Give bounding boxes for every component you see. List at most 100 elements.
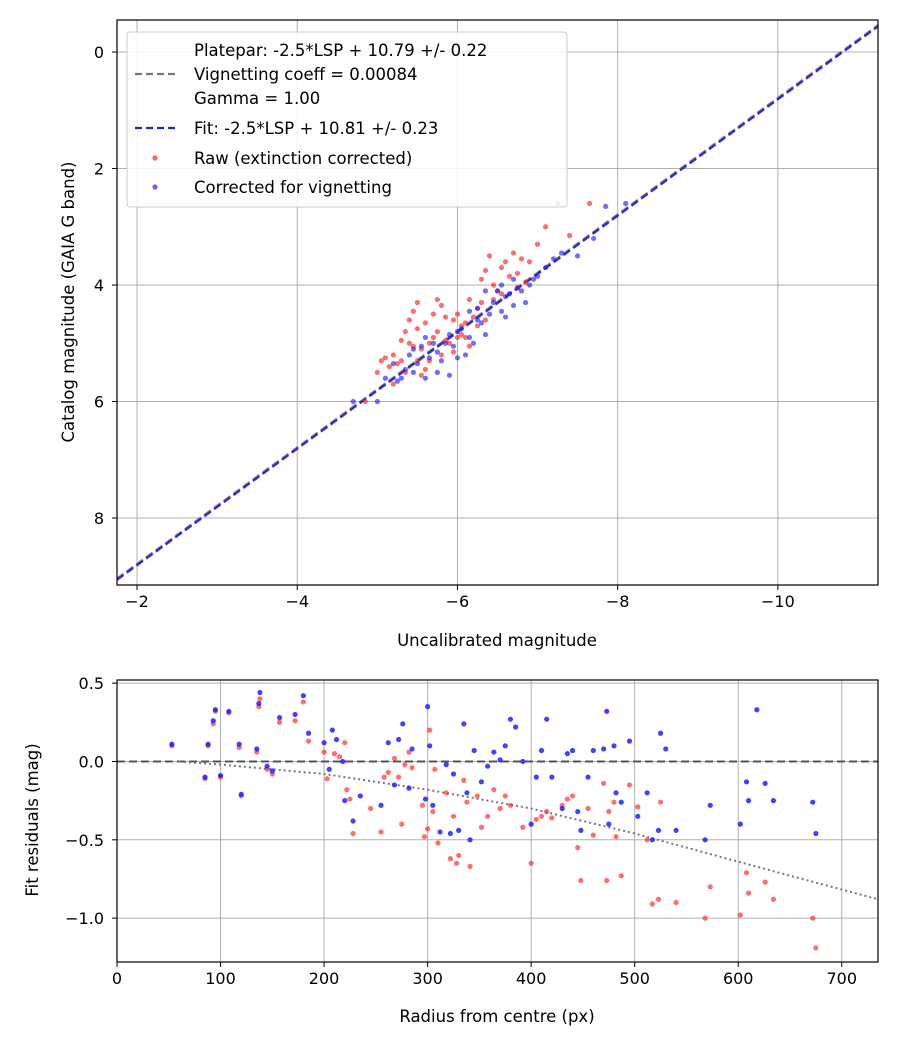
raw-residual-point [657, 799, 664, 805]
raw-point [462, 320, 469, 326]
raw-residual-point [337, 754, 343, 760]
raw-residual-point [743, 870, 750, 876]
corrected-residual-point [305, 730, 312, 736]
corrected-residual-point [333, 736, 340, 743]
top-ylabel: Catalog magnitude (GAIA G band) [59, 162, 78, 443]
corrected-residual-point [559, 805, 565, 812]
corrected-point [462, 352, 469, 358]
corrected-point [438, 358, 445, 364]
raw-point [362, 398, 368, 405]
top-x-tick-label: −4 [285, 592, 309, 611]
corrected-point [458, 326, 465, 332]
top-scatter-points [350, 200, 629, 405]
raw-residual-point [585, 805, 591, 812]
corrected-point [442, 340, 449, 346]
corrected-residual-point [409, 746, 415, 752]
corrected-residual-point [467, 837, 473, 843]
corrected-residual-point [635, 813, 641, 819]
corrected-residual-point [427, 743, 433, 749]
bottom-x-tick-label: 0 [112, 969, 122, 988]
corrected-residual-point [770, 798, 777, 804]
corrected-residual-point [497, 757, 503, 763]
raw-residual-point [342, 740, 348, 746]
raw-point [406, 317, 412, 323]
raw-point [382, 355, 388, 361]
bottom-x-tick-label: 500 [619, 969, 650, 988]
corrected-point [350, 398, 356, 405]
corrected-residual-point [762, 780, 768, 787]
raw-residual-point [454, 860, 460, 866]
raw-point [446, 340, 453, 346]
raw-residual-point [292, 718, 298, 724]
corrected-residual-point [350, 818, 356, 824]
raw-point [466, 343, 473, 349]
corrected-point [502, 314, 509, 320]
corrected-residual-point [430, 802, 436, 808]
corrected-residual-point [810, 799, 816, 805]
corrected-residual-point [400, 721, 406, 727]
corrected-point [410, 369, 416, 375]
raw-point [482, 317, 489, 323]
raw-point [478, 276, 485, 282]
top-y-tick-label: 2 [94, 160, 104, 179]
raw-residual-point [626, 782, 633, 788]
corrected-residual-point [737, 821, 743, 827]
raw-residual-point [344, 787, 350, 793]
corrected-point [534, 273, 541, 279]
raw-residual-point [427, 727, 433, 733]
corrected-residual-point [447, 830, 453, 837]
raw-point [454, 311, 461, 317]
raw-residual-point [385, 769, 391, 776]
corrected-residual-point [604, 708, 610, 714]
raw-residual-point [421, 834, 428, 840]
corrected-residual-point [585, 774, 591, 780]
corrected-residual-point [657, 730, 664, 736]
corrected-residual-point [507, 716, 514, 722]
raw-point [414, 326, 420, 332]
corrected-residual-point [502, 743, 508, 749]
corrected-point [490, 299, 497, 306]
raw-point [434, 296, 441, 303]
raw-point [498, 264, 505, 271]
raw-point [498, 291, 505, 297]
raw-point [442, 314, 449, 320]
bottom-ticks: 0 100 200 300 400 500 600 700 0.5 0.0 −0.5 −1.0 [65, 674, 857, 988]
corrected-residual-point [238, 791, 244, 797]
raw-point [510, 250, 517, 256]
top-fit-lines [117, 24, 878, 581]
raw-point [386, 363, 392, 370]
raw-point [402, 329, 408, 335]
bottom-x-tick-label: 400 [516, 969, 547, 988]
raw-residual-point [456, 852, 462, 859]
raw-residual-point [461, 777, 467, 783]
raw-residual-point [604, 877, 610, 884]
bottom-ylabel: Fit residuals (mag) [23, 743, 42, 896]
raw-residual-point [538, 813, 545, 819]
raw-residual-point [707, 884, 713, 890]
raw-point [422, 320, 429, 326]
raw-point [566, 232, 573, 239]
corrected-residual-point [456, 827, 462, 834]
bottom-y-tick-label: −1.0 [65, 909, 104, 928]
corrected-point [390, 361, 396, 367]
raw-point [454, 334, 461, 341]
raw-point [390, 352, 396, 358]
raw-residual-point [447, 856, 453, 862]
bottom-axes-frame [116, 679, 879, 963]
legend-box [126, 31, 568, 208]
corrected-residual-point [378, 802, 384, 808]
raw-residual-point [321, 749, 327, 755]
bottom-reference-lines [117, 760, 878, 901]
corrected-point [426, 355, 433, 361]
bottom-y-tick-label: 0.0 [79, 752, 104, 771]
corrected-point [623, 200, 629, 207]
raw-point [506, 273, 513, 279]
bottom-xlabel: Radius from centre (px) [399, 1007, 594, 1026]
raw-point [522, 279, 529, 285]
corrected-point [510, 276, 517, 282]
corrected-point [542, 264, 549, 271]
raw-residual-point [432, 766, 438, 772]
top-ticks: −2 −4 −6 −8 −10 0 2 4 6 8 [94, 43, 795, 611]
corrected-residual-point [256, 700, 262, 707]
raw-residual-point [443, 790, 449, 796]
